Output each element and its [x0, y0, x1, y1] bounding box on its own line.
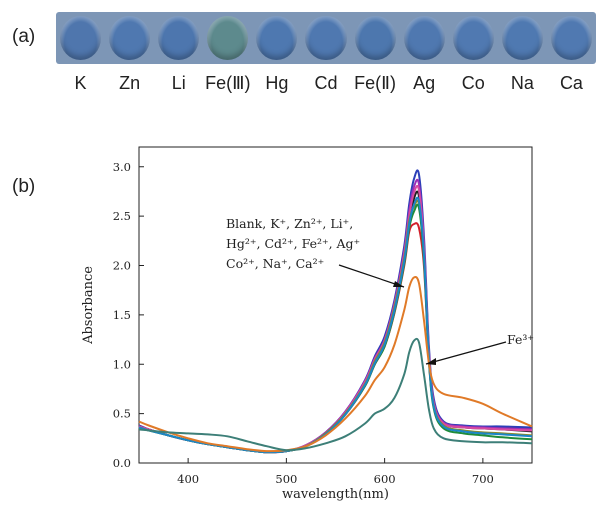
panel-a-label: (a) — [12, 26, 36, 47]
well-label-4: Fe(Ⅲ) — [205, 73, 251, 93]
y-tick-label: 2.0 — [113, 259, 131, 273]
annotation-group-arrow — [338, 264, 405, 288]
y-tick-label: 0.0 — [113, 456, 131, 470]
well-label-3: Li — [171, 73, 186, 93]
y-tick-label: 3.0 — [113, 160, 131, 174]
annotation-group-line-1: Blank, K⁺, Zn²⁺, Li⁺, — [226, 216, 353, 231]
well-label-7: Fe(Ⅱ) — [354, 73, 396, 93]
well-1 — [60, 16, 102, 60]
well-9 — [452, 16, 494, 60]
annotation-group-arrowhead — [393, 281, 404, 287]
well-label-9: Co — [461, 73, 485, 93]
well-5 — [256, 16, 298, 60]
well-8 — [403, 16, 445, 60]
chart-annotations: Blank, K⁺, Zn²⁺, Li⁺, Hg²⁺, Cd²⁺, Fe²⁺, … — [226, 216, 534, 365]
x-tick-label: 600 — [374, 472, 396, 486]
series-line-3 — [138, 169, 533, 454]
well-6 — [305, 16, 347, 60]
chart-series — [138, 169, 533, 454]
well-label-1: K — [74, 73, 87, 93]
x-tick-label: 700 — [472, 472, 494, 486]
well-3 — [158, 16, 200, 60]
well-label-11: Ca — [559, 73, 583, 93]
well-label-8: Ag — [413, 73, 436, 93]
well-4 — [207, 16, 249, 60]
annotation-fe3-arrowhead — [426, 358, 436, 365]
x-tick-label: 400 — [177, 472, 199, 486]
series-line-9 — [138, 276, 533, 453]
annotation-fe3-arrow — [425, 341, 507, 365]
x-tick-label: 500 — [275, 472, 297, 486]
x-axis-label: wavelength(nm) — [282, 487, 389, 502]
annotation-group-line-3: Co²⁺, Na⁺, Ca²⁺ — [226, 256, 324, 271]
plot-frame — [138, 146, 533, 464]
well-11 — [550, 16, 592, 60]
series-line-10 — [138, 337, 533, 452]
annotation-group-line-2: Hg²⁺, Cd²⁺, Fe²⁺, Ag⁺ — [226, 236, 360, 251]
well-7 — [354, 16, 396, 60]
y-axis-label: Absorbance — [81, 266, 96, 345]
well-label-10: Na — [510, 73, 534, 93]
well-10 — [501, 16, 543, 60]
y-tick-label: 0.5 — [113, 407, 131, 421]
well-label-6: Cd — [314, 73, 338, 93]
well-2 — [109, 16, 151, 60]
well-label-5: Hg — [265, 73, 289, 93]
panel-b-label: (b) — [12, 176, 36, 197]
y-tick-label: 1.0 — [113, 357, 131, 371]
y-tick-label: 1.5 — [113, 308, 131, 322]
series-line-2 — [138, 222, 533, 454]
chart-axes: 400 500 600 700 0.0 0.5 1.0 1.5 2.0 2.5 3.0 wavelen… — [81, 146, 533, 502]
well-label-2: Zn — [119, 73, 141, 93]
y-tick-label: 2.5 — [113, 209, 131, 223]
well-plate-photo — [56, 12, 596, 64]
annotation-fe3: Fe³⁺ — [507, 332, 534, 347]
